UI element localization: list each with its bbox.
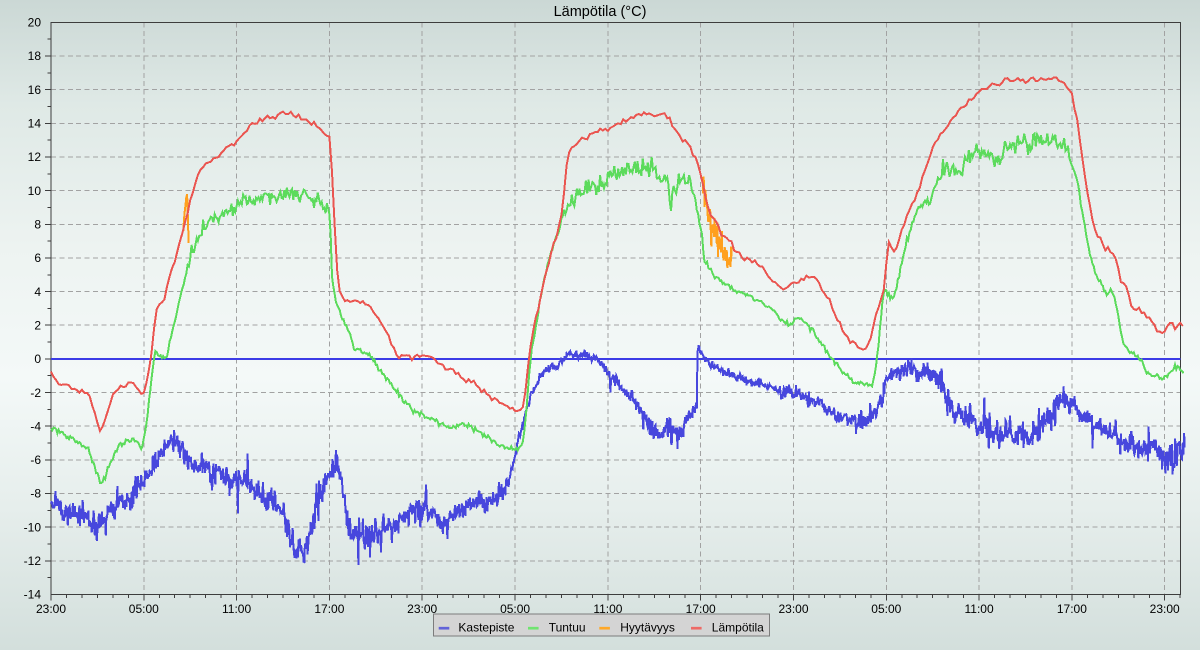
svg-text:Kastepiste: Kastepiste <box>458 621 514 635</box>
svg-text:-10: -10 <box>24 520 42 534</box>
svg-text:11:00: 11:00 <box>593 602 622 616</box>
svg-text:23:00: 23:00 <box>36 602 66 616</box>
svg-text:17:00: 17:00 <box>1057 602 1087 616</box>
svg-text:2: 2 <box>34 318 41 332</box>
svg-text:05:00: 05:00 <box>129 602 159 616</box>
svg-text:17:00: 17:00 <box>314 602 344 616</box>
svg-text:Hyytävyys: Hyytävyys <box>620 621 675 635</box>
svg-text:4: 4 <box>34 285 41 299</box>
svg-text:0: 0 <box>34 352 41 366</box>
svg-text:-12: -12 <box>24 554 42 568</box>
svg-text:Tuntuu: Tuntuu <box>549 621 586 635</box>
svg-text:16: 16 <box>28 83 42 97</box>
svg-text:-2: -2 <box>30 386 41 400</box>
svg-text:18: 18 <box>28 49 42 63</box>
svg-text:23:00: 23:00 <box>778 602 808 616</box>
svg-text:Lämpötila: Lämpötila <box>712 621 764 635</box>
svg-text:Lämpötila (°C): Lämpötila (°C) <box>554 4 647 20</box>
svg-text:-14: -14 <box>24 588 42 602</box>
svg-text:23:00: 23:00 <box>1150 602 1180 616</box>
svg-text:11:00: 11:00 <box>222 602 251 616</box>
svg-text:05:00: 05:00 <box>871 602 901 616</box>
svg-text:10: 10 <box>28 184 42 198</box>
svg-text:17:00: 17:00 <box>686 602 716 616</box>
svg-text:14: 14 <box>28 117 42 131</box>
svg-text:8: 8 <box>34 218 41 232</box>
svg-text:-8: -8 <box>30 487 41 501</box>
svg-text:12: 12 <box>28 150 42 164</box>
svg-text:-6: -6 <box>30 453 41 467</box>
svg-text:11:00: 11:00 <box>965 602 994 616</box>
svg-text:20: 20 <box>28 16 42 30</box>
svg-text:23:00: 23:00 <box>407 602 437 616</box>
svg-text:6: 6 <box>34 251 41 265</box>
svg-text:05:00: 05:00 <box>500 602 530 616</box>
svg-text:-4: -4 <box>30 419 41 433</box>
